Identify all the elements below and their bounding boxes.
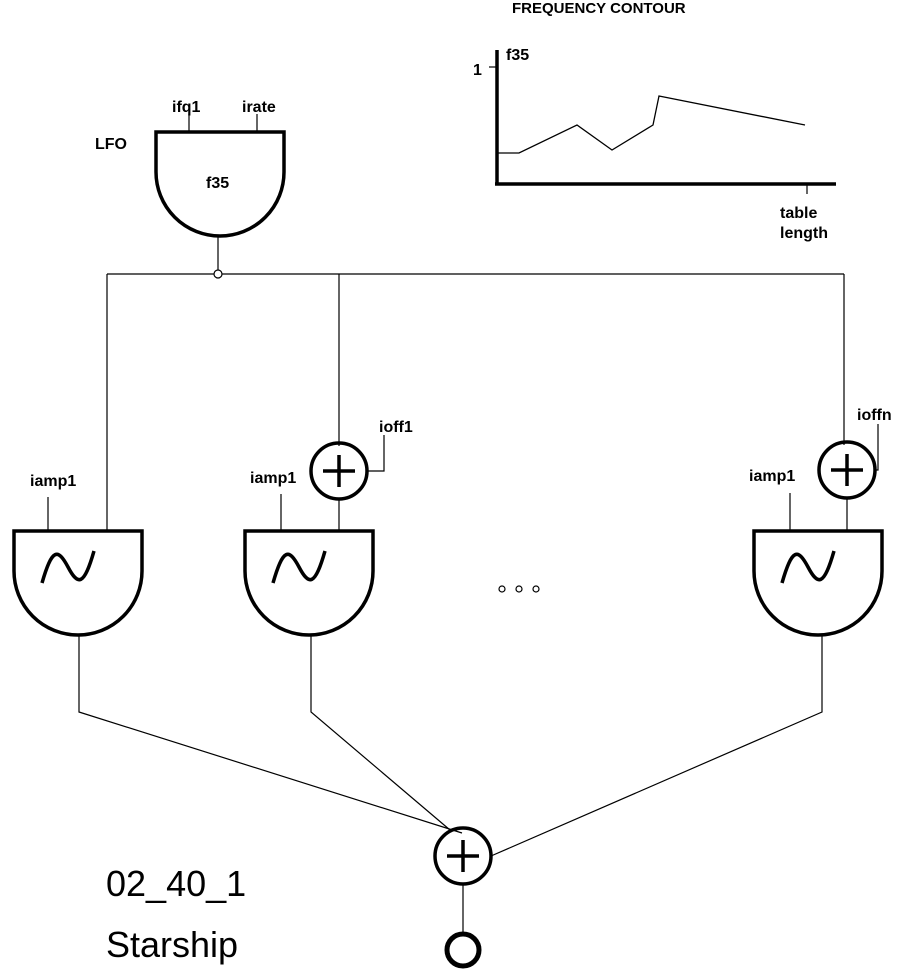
output-mixer (433, 826, 493, 969)
lfo-distribution-bus (106, 273, 845, 531)
lfo-oscillator: LFO ifq1 irate f35 (95, 99, 286, 279)
oscillator-1: iamp1 (12, 473, 463, 834)
lfo-oscillator-body (154, 130, 286, 238)
osc2-to-mixer-line (310, 634, 451, 831)
lfo-input-irate-label: irate (242, 99, 276, 116)
frequency-contour-graph: FREQUENCY CONTOUR 1 f35 table length (473, 0, 836, 242)
sine-wave-icon (271, 550, 327, 584)
ellipsis-dot (532, 585, 540, 593)
oscn-to-mixer-line (490, 634, 823, 857)
oscillator-n: ioffn iamp1 (490, 407, 892, 857)
oscillator-2: ioff1 iamp1 (243, 419, 451, 831)
lfo-label: LFO (95, 136, 127, 153)
instrument-id: 02_40_1 (106, 863, 246, 904)
graph-title: FREQUENCY CONTOUR (512, 0, 686, 17)
lfo-function-label: f35 (206, 175, 229, 192)
osc2-offset-label: ioff1 (379, 419, 413, 436)
ellipsis-dot (515, 585, 523, 593)
oscn-amp-label: iamp1 (749, 468, 795, 485)
osc2-body (243, 529, 375, 637)
osc2-amp-label: iamp1 (250, 470, 296, 487)
lfo-junction-node (213, 269, 223, 279)
oscn-body (752, 529, 884, 637)
osc2-offset-line (367, 435, 385, 472)
lfo-input-ifq1-label: ifq1 (172, 99, 201, 116)
oscn-offset-line (875, 424, 879, 471)
frequency-contour-curve (497, 95, 806, 154)
sine-wave-icon (780, 550, 836, 584)
ellipsis-icon (498, 585, 540, 593)
osc1-amp-label: iamp1 (30, 473, 76, 490)
sine-wave-icon (40, 550, 96, 584)
ellipsis-dot (498, 585, 506, 593)
osc1-body (12, 529, 144, 637)
graph-x-label-line2: length (780, 225, 828, 242)
osc1-to-mixer-line (78, 634, 463, 834)
graph-y-tick-label: 1 (473, 62, 482, 79)
graph-x-label-line1: table (780, 205, 817, 222)
output-circle-icon (444, 931, 482, 969)
oscn-offset-label: ioffn (857, 407, 892, 424)
instrument-name: Starship (106, 924, 238, 965)
graph-function-label: f35 (506, 47, 529, 64)
